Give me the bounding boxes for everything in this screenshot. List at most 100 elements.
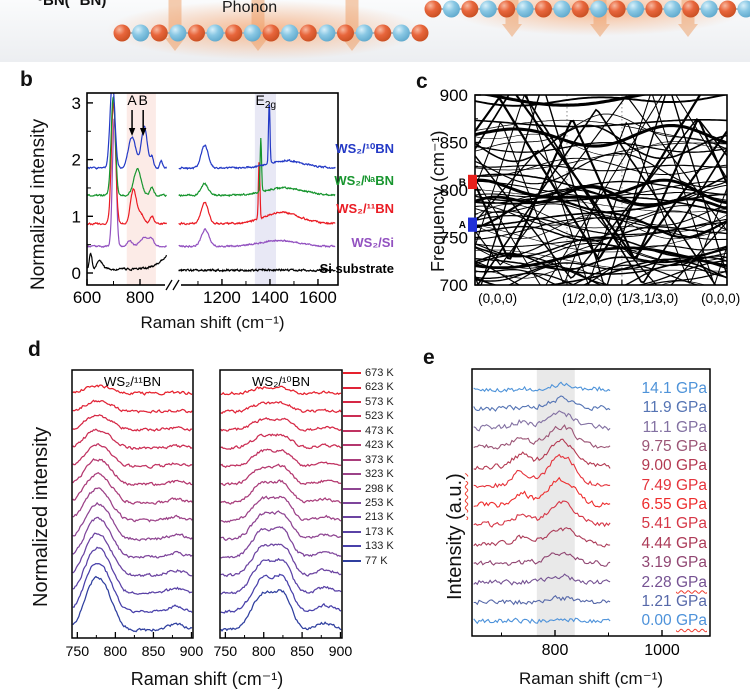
nitrogen-atom: [553, 0, 571, 18]
temperature-curve: [220, 448, 342, 469]
curve-label: WS₂/¹⁰BN: [335, 141, 394, 156]
pressure-curve: [473, 551, 611, 567]
boron-atom: [188, 24, 205, 42]
pressure-value: 2.28: [641, 573, 676, 591]
x-tick-label: (1/2,0,0): [562, 291, 612, 306]
pressure-value: 5.41: [641, 515, 676, 533]
curve-label: Si substrate: [319, 261, 394, 276]
mode-marker-label: A: [459, 220, 466, 231]
phonon-band: [475, 263, 727, 285]
subpanel-title: WS₂/¹⁰BN: [252, 374, 310, 389]
legend-label: 77 K: [365, 554, 388, 567]
legend-line-icon: [343, 545, 361, 548]
phonon-band: [475, 257, 727, 282]
boron-atom: [608, 0, 626, 18]
pressure-curve: [473, 573, 611, 586]
boron-atom: [411, 24, 429, 42]
spectrum-curve: [87, 93, 168, 170]
x-tick-label: (0,0,0): [701, 291, 740, 306]
phonon-band: [475, 252, 727, 271]
temperature-curve: [220, 385, 342, 396]
phonon-band: [475, 178, 727, 205]
y-tick-label: 900: [440, 86, 468, 105]
legend-label: 673 K: [365, 367, 394, 379]
pressure-curve: [473, 410, 611, 432]
pressure-unit: GPa: [675, 496, 707, 514]
boron-atom: [225, 24, 243, 42]
nitrogen-atom: [169, 24, 187, 42]
xaxis-label-b: Raman shift (cm⁻¹): [140, 313, 285, 332]
panel-letter-e: e: [423, 346, 435, 369]
legend-item: 573 K: [343, 395, 394, 409]
pressure-label: 6.55 GPa: [642, 496, 708, 514]
nitrogen-atom: [243, 24, 261, 42]
temperature-curve: [72, 428, 193, 451]
pressure-value: 14.1: [641, 380, 676, 397]
legend-item: 373 K: [343, 453, 394, 467]
phonon-band: [475, 95, 727, 285]
temperature-curve: [220, 543, 342, 578]
legend-line-icon: [343, 429, 361, 432]
pressure-unit: GPa: [675, 380, 707, 397]
phonon-band: [475, 119, 727, 260]
panel-b-raman-spectra: 600 800 1200 1400 1600 0 1 2 3 A B E2g Si substrate…: [55, 85, 400, 340]
legend-label: 423 K: [365, 439, 394, 452]
boron-atom: [719, 0, 737, 18]
subpanel-title: WS₂/¹¹BN: [104, 374, 161, 389]
x-tick-label: 1200: [203, 288, 241, 307]
pressure-value: 7.49: [641, 476, 676, 494]
nitrogen-atom: [132, 24, 150, 42]
panel-e-pressure-series: 800 1000 14.1 GPa 11.9 GPa 11.1 GPa 9.75 GPa…: [440, 355, 750, 700]
pressure-value: 9.75: [641, 438, 676, 456]
legend-item: 213 K: [343, 510, 394, 524]
legend-item: 253 K: [343, 496, 394, 510]
pressure-unit: GPa: [675, 612, 707, 630]
legend-label: 173 K: [365, 525, 394, 538]
temperature-curve: [72, 532, 193, 578]
nitrogen-atom: [206, 24, 224, 42]
pressure-label: 14.1 GPa: [642, 380, 708, 398]
legend-label: 298 K: [365, 482, 394, 495]
boron-atom: [113, 24, 131, 42]
pressure-curve: [473, 395, 611, 412]
y-tick-label: 3: [72, 94, 81, 113]
legend-item: 173 K: [343, 525, 394, 539]
panel-e-plot: 800 1000: [471, 368, 711, 659]
mode-marker: [468, 174, 477, 190]
phonon-band: [475, 149, 727, 285]
yaxis-label-b: Normalized intensity: [28, 118, 49, 290]
pressure-curve: [473, 617, 611, 625]
yaxis-label-d: Normalized intensity: [30, 426, 52, 607]
phonon-band: [475, 196, 727, 213]
phonon-band: [475, 95, 727, 285]
pressure-unit: GPa: [675, 399, 707, 417]
legend-item: 77 K: [343, 554, 394, 568]
nitrogen-atom: [627, 0, 645, 18]
pressure-value: 9.00: [641, 457, 676, 475]
temperature-curve: [72, 516, 193, 559]
x-tick-label: 900: [329, 644, 353, 660]
curve-label: WS₂/¹¹BN: [336, 201, 394, 216]
phonon-band: [475, 123, 727, 148]
pressure-label: 2.28 GPa: [642, 574, 708, 592]
temperature-curve: [72, 546, 193, 595]
pressure-value: 6.55: [641, 496, 676, 514]
phonon-band: [475, 152, 727, 188]
spectrum-curve: [178, 228, 336, 248]
y-tick-label: 2: [72, 151, 81, 170]
legend-label: 573 K: [365, 395, 394, 408]
nitrogen-atom: [318, 24, 336, 42]
x-tick-label: 800: [542, 642, 569, 659]
panel-d-temperature-series: WS₂/¹¹BN 750 800 850 900 WS₂/¹⁰BN 750 800 850 900…: [55, 355, 420, 700]
pressure-label: 1.21 GPa: [642, 593, 708, 611]
mode-marker-label: B: [459, 177, 466, 188]
atom-chain-graphic: [113, 0, 750, 51]
boron-atom: [337, 24, 354, 42]
pressure-unit: GPa: [675, 438, 707, 456]
phonon-band: [475, 133, 727, 156]
boron-atom: [571, 0, 589, 18]
legend-item: 133 K: [343, 539, 394, 553]
x-tick-label: 1400: [251, 288, 289, 307]
temperature-curve: [220, 417, 342, 432]
